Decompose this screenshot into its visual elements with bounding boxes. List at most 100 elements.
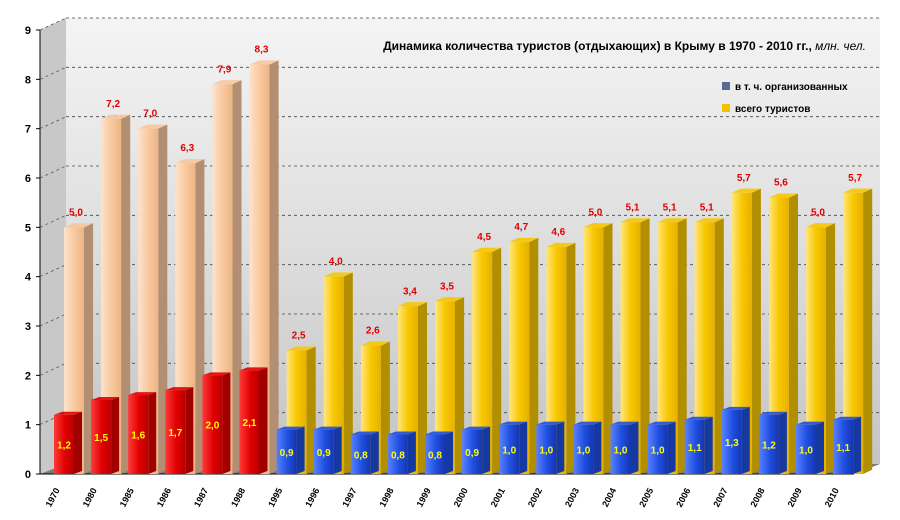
total-bar — [731, 188, 761, 475]
y-tick-label: 7 — [25, 124, 31, 136]
x-tick-label: 2007 — [711, 486, 729, 508]
gridline-side — [39, 214, 67, 228]
organized-bar — [573, 421, 602, 474]
total-bar — [620, 218, 650, 474]
organized-bar — [721, 406, 750, 474]
chart-title-main: Динамика количества туристов (отдыхающих… — [383, 39, 812, 53]
total-value-label: 5,1 — [626, 202, 640, 213]
gridline-side — [39, 116, 67, 130]
organized-bar — [276, 426, 305, 474]
total-bar — [694, 218, 724, 474]
total-value-label: 4,5 — [477, 232, 491, 243]
organized-bar — [425, 431, 453, 474]
organized-value-label: 1,0 — [502, 445, 516, 456]
x-tick-label: 1988 — [229, 486, 247, 508]
organized-bar — [684, 416, 713, 474]
total-value-label: 8,3 — [255, 45, 269, 56]
total-value-label: 5,7 — [848, 173, 862, 184]
organized-value-label: 1,5 — [94, 433, 108, 444]
total-value-label: 6,3 — [180, 143, 194, 154]
x-tick-label: 1987 — [192, 486, 210, 508]
organized-value-label: 0,8 — [428, 450, 442, 461]
total-value-label: 5,0 — [811, 207, 825, 218]
total-value-label: 5,7 — [737, 173, 751, 184]
total-value-label: 3,5 — [440, 281, 454, 292]
organized-value-label: 1,2 — [762, 440, 776, 451]
organized-bar — [499, 421, 528, 474]
y-tick-label: 8 — [25, 74, 31, 86]
total-bar — [843, 188, 873, 475]
total-bar — [323, 272, 353, 474]
total-bar — [101, 114, 131, 475]
organized-bar — [350, 431, 379, 474]
organized-bar — [610, 421, 639, 474]
organized-value-label: 1,6 — [131, 431, 145, 442]
organized-value-label: 0,9 — [465, 448, 479, 459]
y-tick-label: 1 — [25, 420, 31, 432]
organized-bar — [536, 421, 565, 474]
total-bar — [546, 242, 576, 474]
y-tick-label: 6 — [25, 173, 31, 185]
organized-bar — [462, 426, 491, 474]
total-bar — [435, 297, 465, 474]
x-tick-label: 1970 — [44, 486, 62, 508]
x-tick-label: 1999 — [415, 486, 433, 508]
total-bar — [806, 223, 836, 474]
organized-value-label: 1,0 — [799, 445, 813, 456]
total-bar — [583, 223, 613, 474]
gridline-side — [39, 412, 67, 426]
total-bar — [138, 124, 168, 474]
total-value-label: 5,1 — [663, 202, 677, 213]
organized-value-label: 1,0 — [539, 445, 553, 456]
organized-value-label: 1,3 — [725, 438, 739, 449]
bars — [54, 60, 873, 475]
x-tick-label: 2003 — [563, 486, 581, 508]
organized-bar — [165, 387, 194, 474]
y-tick-label: 5 — [25, 222, 31, 234]
x-tick-label: 2005 — [637, 486, 655, 508]
y-axis-ticks: 0 1 2 3 4 5 6 7 8 9 — [25, 25, 40, 481]
x-tick-label: 1986 — [155, 486, 173, 508]
organized-value-label: 1,1 — [688, 443, 702, 454]
total-value-label: 4,0 — [329, 257, 343, 268]
x-tick-label: 2010 — [823, 486, 841, 508]
total-value-label: 5,6 — [774, 178, 788, 189]
organized-value-label: 1,1 — [836, 443, 850, 454]
organized-value-label: 1,0 — [651, 445, 665, 456]
x-tick-label: 2009 — [786, 486, 804, 508]
organized-bar — [647, 421, 676, 474]
organized-bar — [387, 431, 416, 474]
total-bar — [472, 247, 502, 474]
organized-value-label: 1,0 — [614, 445, 628, 456]
organized-bar — [796, 421, 824, 474]
x-tick-label: 2002 — [526, 486, 544, 508]
x-tick-label: 1996 — [303, 486, 321, 508]
y-tick-label: 3 — [25, 321, 31, 333]
organized-value-label: 0,9 — [280, 448, 294, 459]
y-tick-label: 2 — [25, 370, 31, 382]
legend-label-total: всего туристов — [735, 104, 810, 115]
gridline-side — [39, 362, 67, 376]
x-tick-label: 1980 — [81, 486, 99, 508]
gridline-side — [39, 313, 67, 327]
value-labels: 5,0 1,2 7,2 1,5 7,0 1,6 6,3 1,7 7,9 2,0 8,3 2,1 2,5 0… — [57, 45, 862, 462]
total-value-label: 2,5 — [292, 331, 306, 342]
organized-value-label: 1,0 — [576, 445, 590, 456]
organized-value-label: 2,0 — [205, 421, 219, 432]
legend: в т. ч. организованных всего туристов — [722, 82, 848, 115]
total-bar — [657, 218, 687, 474]
x-tick-label: 1985 — [118, 486, 136, 508]
organized-bar — [91, 397, 120, 474]
total-value-label: 2,6 — [366, 326, 380, 337]
y-tick-label: 4 — [25, 272, 32, 284]
x-tick-label: 2000 — [452, 486, 470, 508]
total-bar — [509, 237, 539, 474]
y-tick-label: 9 — [25, 25, 31, 37]
legend-swatch-total — [722, 104, 730, 112]
x-tick-label: 2008 — [748, 486, 766, 508]
x-tick-label: 2006 — [674, 486, 692, 508]
organized-bar — [313, 426, 342, 474]
organized-bar — [833, 416, 862, 474]
legend-swatch-organized — [722, 82, 730, 90]
